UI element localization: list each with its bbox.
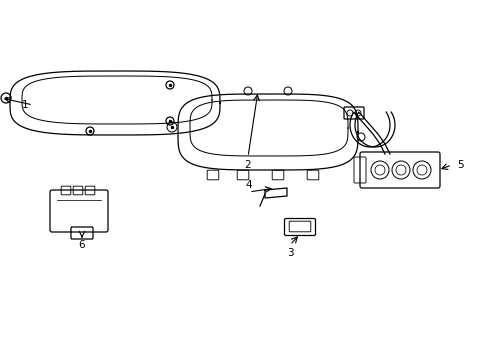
Text: 1: 1: [21, 100, 28, 110]
Text: 6: 6: [79, 240, 85, 250]
Text: 2: 2: [244, 160, 251, 170]
Text: 3: 3: [286, 248, 293, 258]
Text: 5: 5: [456, 160, 462, 170]
Text: 4: 4: [245, 180, 252, 190]
